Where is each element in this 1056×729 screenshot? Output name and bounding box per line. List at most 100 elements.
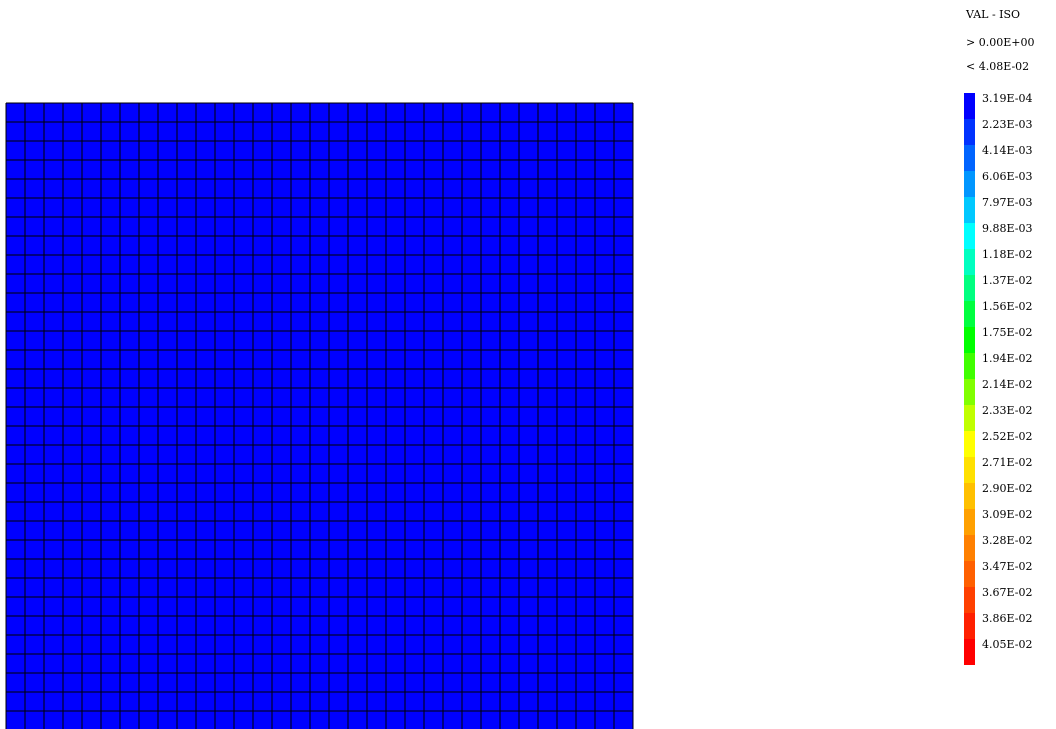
- field-cell: [139, 464, 159, 484]
- field-cell: [63, 654, 83, 674]
- field-cell: [576, 464, 596, 484]
- field-cell: [500, 236, 520, 256]
- field-cell: [481, 483, 501, 503]
- field-cell: [82, 521, 102, 541]
- field-cell: [500, 692, 520, 712]
- field-cell: [386, 407, 406, 427]
- field-cell: [348, 464, 368, 484]
- field-cell: [63, 540, 83, 560]
- field-cell: [6, 635, 26, 655]
- field-cell: [481, 350, 501, 370]
- field-cell: [538, 559, 558, 579]
- field-cell: [348, 122, 368, 142]
- field-cell: [63, 331, 83, 351]
- field-cell: [424, 179, 444, 199]
- field-cell: [443, 426, 463, 446]
- field-cell: [424, 217, 444, 237]
- field-cell: [443, 502, 463, 522]
- field-cell: [424, 559, 444, 579]
- field-cell: [196, 350, 216, 370]
- field-cell: [481, 502, 501, 522]
- field-cell: [557, 274, 577, 294]
- field-cell: [234, 483, 254, 503]
- field-cell: [329, 540, 349, 560]
- field-cell: [310, 293, 330, 313]
- field-cell: [44, 369, 64, 389]
- field-cell: [120, 521, 140, 541]
- field-cell: [272, 369, 292, 389]
- field-cell: [386, 692, 406, 712]
- field-cell: [177, 654, 197, 674]
- field-cell: [196, 483, 216, 503]
- field-cell: [44, 597, 64, 617]
- field-cell: [25, 673, 45, 693]
- field-cell: [595, 160, 615, 180]
- field-cell: [538, 388, 558, 408]
- field-cell: [82, 502, 102, 522]
- field-cell: [158, 445, 178, 465]
- field-cell: [25, 616, 45, 636]
- field-cell: [443, 312, 463, 332]
- field-cell: [405, 502, 425, 522]
- field-cell: [215, 673, 235, 693]
- field-cell: [386, 293, 406, 313]
- field-cell: [25, 369, 45, 389]
- field-cell: [158, 578, 178, 598]
- field-cell: [462, 483, 482, 503]
- field-cell: [291, 578, 311, 598]
- field-cell: [82, 426, 102, 446]
- field-cell: [44, 635, 64, 655]
- field-cell: [234, 141, 254, 161]
- field-cell: [310, 388, 330, 408]
- field-cell: [120, 122, 140, 142]
- legend-swatch: [964, 249, 975, 275]
- field-cell: [310, 141, 330, 161]
- field-cell: [519, 236, 539, 256]
- field-cell: [63, 711, 83, 729]
- field-cell: [101, 312, 121, 332]
- field-cell: [253, 236, 273, 256]
- field-cell: [443, 407, 463, 427]
- field-cell: [272, 198, 292, 218]
- field-cell: [25, 198, 45, 218]
- field-cell: [63, 255, 83, 275]
- field-cell: [462, 407, 482, 427]
- field-cell: [424, 445, 444, 465]
- field-cell: [538, 141, 558, 161]
- field-cell: [120, 312, 140, 332]
- legend-swatch: [964, 379, 975, 405]
- field-cell: [234, 179, 254, 199]
- field-cell: [348, 312, 368, 332]
- field-cell: [196, 369, 216, 389]
- field-cell: [82, 369, 102, 389]
- field-cell: [120, 388, 140, 408]
- field-cell: [500, 407, 520, 427]
- field-cell: [348, 103, 368, 123]
- field-cell: [291, 179, 311, 199]
- field-cell: [424, 103, 444, 123]
- field-cell: [25, 559, 45, 579]
- field-cell: [462, 635, 482, 655]
- field-cell: [272, 673, 292, 693]
- field-cell: [215, 331, 235, 351]
- field-cell: [272, 331, 292, 351]
- field-cell: [120, 464, 140, 484]
- field-cell: [177, 331, 197, 351]
- field-cell: [595, 217, 615, 237]
- field-cell: [177, 179, 197, 199]
- field-cell: [6, 654, 26, 674]
- field-cell: [272, 312, 292, 332]
- field-cell: [519, 312, 539, 332]
- field-cell: [196, 597, 216, 617]
- field-cell: [44, 122, 64, 142]
- field-cell: [6, 578, 26, 598]
- field-cell: [272, 483, 292, 503]
- field-cell: [538, 521, 558, 541]
- field-cell: [310, 350, 330, 370]
- field-cell: [63, 597, 83, 617]
- field-cell: [424, 312, 444, 332]
- field-cell: [120, 635, 140, 655]
- field-cell: [6, 198, 26, 218]
- field-cell: [443, 141, 463, 161]
- field-cell: [329, 122, 349, 142]
